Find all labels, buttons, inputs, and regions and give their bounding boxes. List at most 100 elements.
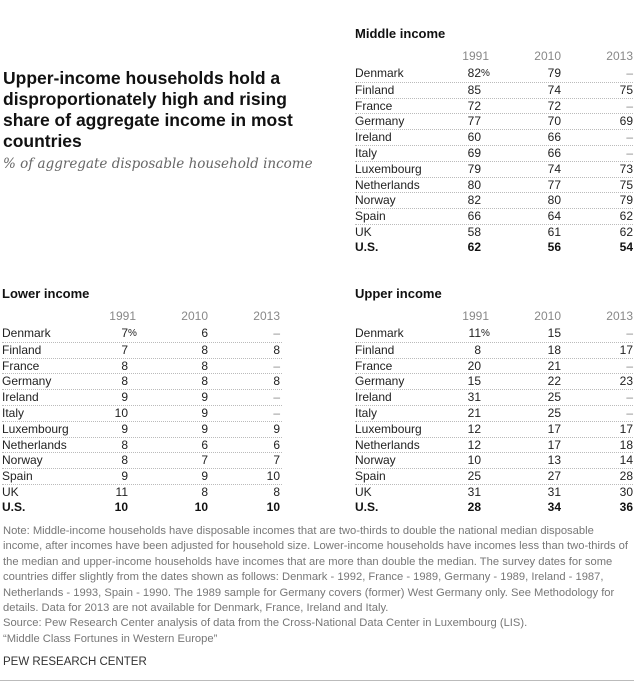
data-value: 7 [273,453,280,468]
column-header: 2013 [606,49,633,63]
footer-brand: PEW RESEARCH CENTER [3,656,147,668]
column-header-row: 1991 2010 2013 [2,306,282,326]
country-label: Finland [355,342,395,357]
data-value: 10 [266,469,280,484]
data-value: – [626,130,633,145]
data-value: 62 [619,224,633,239]
data-value: 69 [467,145,481,160]
data-value: – [273,358,280,373]
data-value: 25 [547,405,561,420]
data-value: 8 [121,453,128,468]
data-value: 62 [619,209,633,224]
country-label: Denmark [355,326,404,340]
data-value: 79 [619,193,633,208]
country-label: Spain [355,469,386,484]
data-value: – [626,405,633,420]
table-row: France 72 72 – [355,97,634,114]
data-value: 8 [201,484,208,499]
country-label: Norway [2,453,43,468]
data-value: 6 [201,326,208,340]
country-label: Luxembourg [2,421,69,436]
data-value: 74 [547,82,561,97]
country-label: Germany [355,114,405,129]
table-row: Luxembourg 9 9 9 [2,420,282,437]
table-row: U.S. 10 10 10 [2,500,282,516]
data-value: 62 [467,239,481,254]
data-value: 7 [121,326,128,340]
country-label: Netherlands [355,177,420,192]
column-header: 1991 [462,309,489,323]
table-title: Middle income [355,26,446,41]
table-row: Spain 25 27 28 [355,468,634,484]
data-value: 8 [121,358,128,373]
data-value: 66 [467,209,481,224]
country-label: Finland [355,82,395,97]
country-label: France [2,358,40,373]
data-value: 21 [547,358,561,373]
note-text: Note: Middle-income households have disp… [3,525,628,615]
country-label: Ireland [355,390,392,405]
country-label: Italy [355,145,378,160]
table-row: Luxembourg 12 17 17 [355,420,634,437]
country-label: Finland [2,342,42,357]
data-value: 17 [547,437,561,452]
percent-sign: % [481,328,490,339]
data-value: 28 [467,499,481,514]
data-value: – [626,145,633,160]
table-title: Upper income [355,286,442,301]
data-value: – [626,66,633,80]
data-value: 60 [467,130,481,145]
data-value: 8 [474,342,481,357]
data-value: 31 [467,484,481,499]
country-label: U.S. [355,499,379,514]
country-label: Denmark [355,66,404,80]
data-value: – [626,390,633,405]
data-value: 54 [619,239,633,254]
table-row: Italy 69 66 – [355,144,634,161]
table-row: Ireland 60 66 – [355,129,634,145]
table-row: Germany 8 8 8 [2,373,282,389]
data-value: 21 [467,405,481,420]
table-row: Norway 82 80 79 [355,192,634,208]
data-value: 18 [619,437,633,452]
data-value: 8 [121,374,128,389]
table-title: Lower income [2,286,90,301]
notes: Note: Middle-income households have disp… [3,524,631,647]
table-row: UK 11 8 8 [2,483,282,500]
data-value: 9 [201,390,208,405]
column-header: 2013 [606,309,633,323]
data-value: 30 [619,484,633,499]
data-value: 75 [619,82,633,97]
column-header: 2010 [181,309,208,323]
table-row: Finland 8 18 17 [355,341,634,358]
percent-wrap: 82% [468,66,490,82]
country-label: Germany [2,374,52,389]
data-value: 77 [467,114,481,129]
data-value: 17 [547,421,561,436]
data-value: – [626,358,633,373]
country-label: Norway [355,193,396,208]
data-value: 66 [547,130,561,145]
data-value: 69 [619,114,633,129]
data-value: – [273,390,280,405]
table-row: France 20 21 – [355,357,634,374]
data-value: 8 [201,358,208,373]
column-header: 1991 [109,309,136,323]
data-value: 80 [467,177,481,192]
country-label: Ireland [2,390,39,405]
country-label: Italy [2,405,25,420]
country-label: France [355,98,393,113]
data-value: 28 [619,469,633,484]
data-value: 74 [547,161,561,176]
country-label: Norway [355,453,396,468]
country-label: Spain [355,209,386,224]
data-value: 9 [121,421,128,436]
data-value: 20 [467,358,481,373]
table-row: Germany 15 22 23 [355,373,634,389]
data-value: 10 [467,453,481,468]
country-label: Italy [355,405,378,420]
column-header-row: 1991 2010 2013 [355,46,634,66]
data-value: 17 [619,342,633,357]
data-value: 6 [273,437,280,452]
table-row: Denmark 11% 15 – [355,326,634,342]
